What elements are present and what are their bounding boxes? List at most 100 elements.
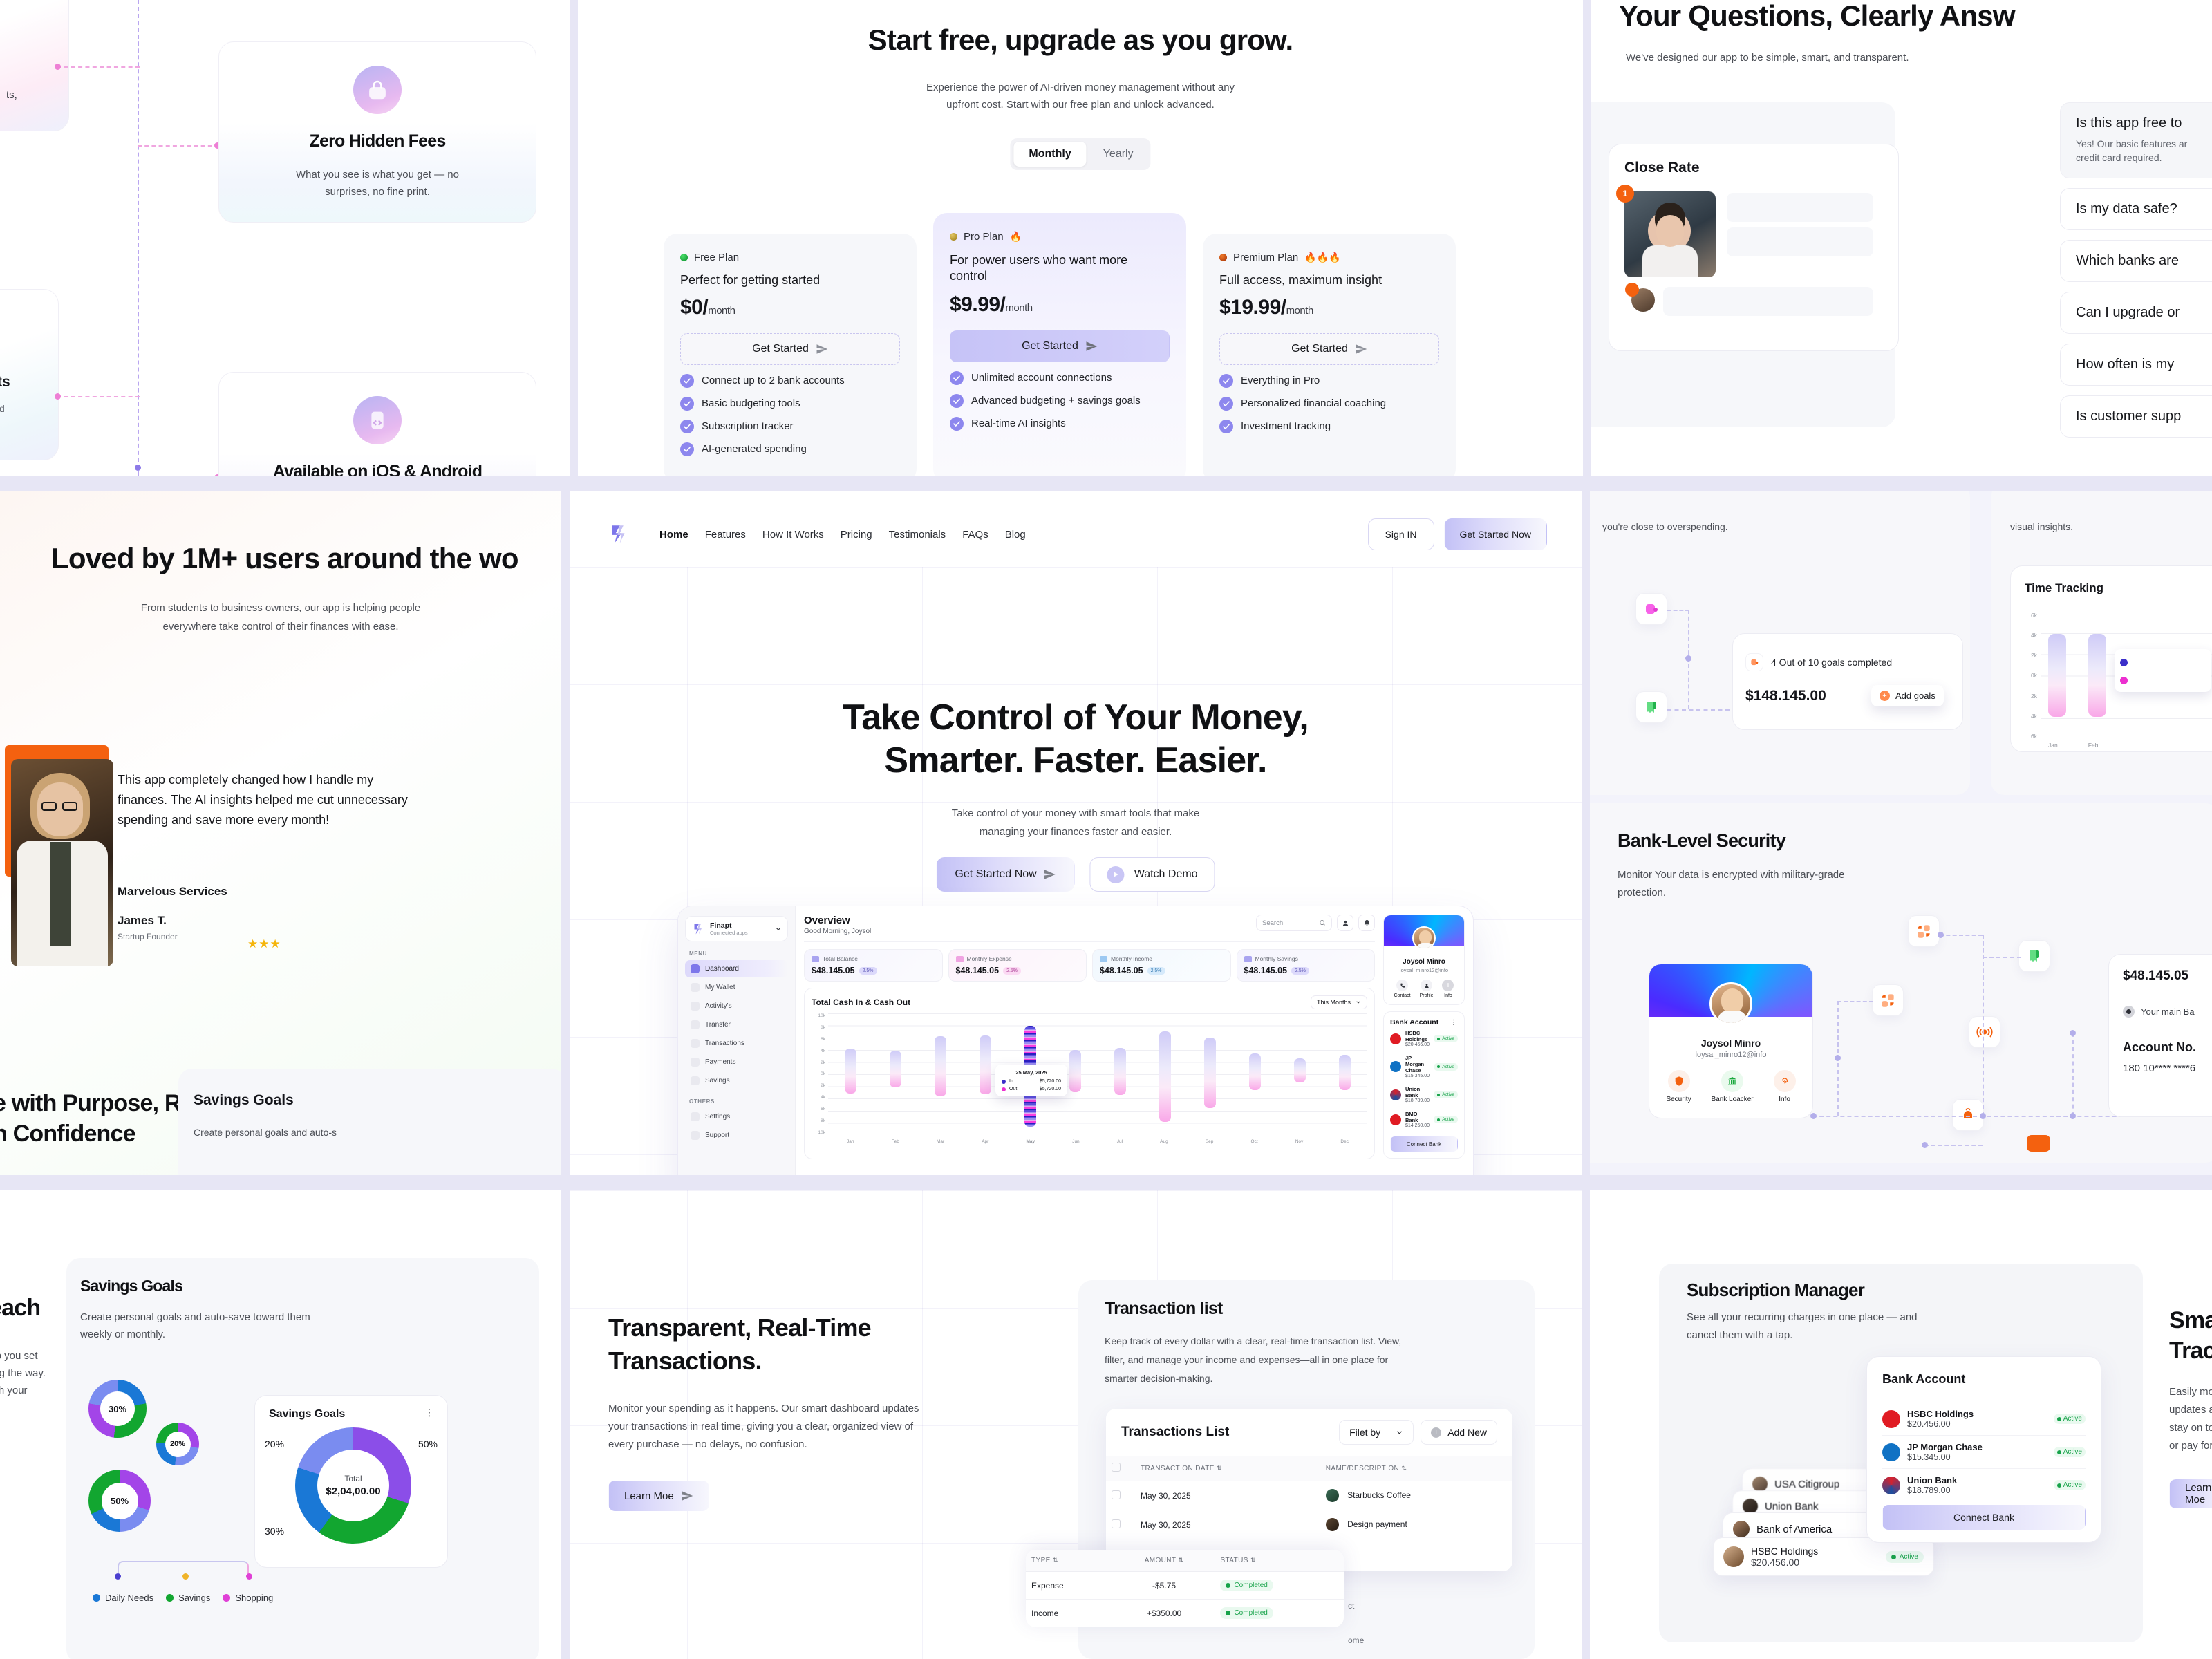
chart-title: Total Cash In & Cash Out bbox=[812, 997, 911, 1007]
security-action-info[interactable]: Info bbox=[1773, 1070, 1796, 1103]
plan-cta-free[interactable]: Get Started bbox=[680, 333, 900, 365]
nav-item-pricing[interactable]: Pricing bbox=[840, 528, 872, 541]
overlay-row[interactable]: Expense -$5.75 Completed bbox=[1026, 1571, 1344, 1600]
sidebar-item-support[interactable]: Support bbox=[685, 1127, 788, 1144]
bracket-dot bbox=[246, 1573, 252, 1580]
overlay-column-type[interactable]: TYPE ⇅ bbox=[1026, 1550, 1114, 1572]
connector-h bbox=[1667, 610, 1689, 611]
avatar bbox=[1743, 1499, 1758, 1514]
toggle-option-monthly[interactable]: Monthly bbox=[1013, 142, 1087, 167]
faq-item[interactable]: Is this app free to Yes! Our basic featu… bbox=[2060, 102, 2212, 178]
overlay-column-amount[interactable]: AMOUNT ⇅ bbox=[1113, 1550, 1215, 1572]
transactions-desc-l1: Monitor your spending as it happens. Our… bbox=[608, 1403, 919, 1414]
faq-item[interactable]: Is customer supp bbox=[2060, 395, 2212, 438]
transactions-learn-more-button[interactable]: Learn Moe bbox=[608, 1481, 709, 1511]
profile-action-profile[interactable]: Profile bbox=[1420, 980, 1433, 998]
bank-amount: $15.345.00 bbox=[1907, 1452, 1951, 1462]
donut-label-50: 50% bbox=[418, 1438, 438, 1450]
status-badge: Active bbox=[2053, 1414, 2086, 1424]
column-header-name[interactable]: NAME/DESCRIPTION ⇅ bbox=[1320, 1456, 1512, 1481]
security-action-bank-locker[interactable]: Bank Loacker bbox=[1711, 1070, 1754, 1103]
nav-cta-button[interactable]: Get Started Now bbox=[1443, 518, 1547, 550]
hero-cta-primary[interactable]: Get Started Now bbox=[936, 857, 1075, 892]
subscription-stack-item-active[interactable]: HSBC Holdings $20.456.00 Active bbox=[1713, 1537, 1934, 1576]
more-options-icon[interactable]: ⋮ bbox=[1450, 1018, 1458, 1027]
chart-range-select[interactable]: This Months bbox=[1310, 995, 1367, 1009]
add-goals-button[interactable]: + Add goals bbox=[1871, 685, 1944, 706]
status-badge: Active bbox=[1885, 1550, 1924, 1563]
more-options-icon[interactable]: ⋮ bbox=[424, 1407, 435, 1418]
payments-icon bbox=[691, 1058, 700, 1067]
chart-x-tick: Mar bbox=[936, 1139, 945, 1144]
connect-bank-button[interactable]: Connect Bank bbox=[1882, 1505, 2086, 1530]
table-row[interactable]: May 30, 2025 Design payment bbox=[1106, 1510, 1512, 1539]
notifications-button[interactable] bbox=[1358, 915, 1375, 931]
sidebar-item-my-wallet[interactable]: My Wallet bbox=[685, 979, 788, 996]
sidebar-item-activitys[interactable]: Activity's bbox=[685, 997, 788, 1015]
nav-item-testimonials[interactable]: Testimonials bbox=[888, 528, 946, 541]
sidebar-item-transactions[interactable]: Transactions bbox=[685, 1035, 788, 1052]
nav-item-how-it-works[interactable]: How It Works bbox=[762, 528, 824, 541]
hero-cta-secondary[interactable]: Watch Demo bbox=[1089, 857, 1215, 892]
connect-bank-button[interactable]: Connect Bank bbox=[1390, 1136, 1458, 1152]
workspace-switcher[interactable]: Finapt Connected apps bbox=[685, 916, 788, 941]
legend-dot-out bbox=[1002, 1087, 1006, 1091]
chart-bar-group bbox=[1204, 1013, 1216, 1135]
add-new-button[interactable]: + Add New bbox=[1421, 1420, 1497, 1445]
cell-clip: se bbox=[1320, 1539, 1512, 1571]
cell-type: Income bbox=[1026, 1599, 1114, 1627]
row-checkbox[interactable] bbox=[1112, 1490, 1121, 1499]
faq-item[interactable]: Can I upgrade or bbox=[2060, 291, 2212, 334]
avatar bbox=[1723, 1546, 1744, 1567]
nav-item-faqs[interactable]: FAQs bbox=[962, 528, 988, 541]
bank-logo-icon bbox=[1390, 1089, 1401, 1100]
column-header-date[interactable]: TRANSACTION DATE ⇅ bbox=[1135, 1456, 1320, 1481]
plan-status-dot bbox=[950, 233, 957, 241]
wallet-icon bbox=[812, 955, 819, 962]
sidebar-item-dashboard[interactable]: Dashboard bbox=[685, 960, 788, 977]
nav-item-blog[interactable]: Blog bbox=[1004, 528, 1026, 541]
merchant-avatar bbox=[1325, 1518, 1339, 1531]
chart-range-label: This Months bbox=[1316, 999, 1351, 1006]
add-goals-label: Add goals bbox=[1895, 691, 1936, 701]
subscription-desc-l1: See all your recurring charges in one pl… bbox=[1687, 1311, 1918, 1323]
table-row[interactable]: May 30, 2025 Starbucks Coffee bbox=[1106, 1481, 1512, 1510]
billing-toggle[interactable]: Monthly Yearly bbox=[1010, 138, 1151, 170]
overlay-column-status[interactable]: STATUS ⇅ bbox=[1215, 1550, 1344, 1572]
chart-bar-group bbox=[890, 1013, 901, 1135]
radio-icon[interactable] bbox=[2123, 1006, 2135, 1018]
transactions-icon bbox=[691, 1039, 700, 1048]
plan-cta-premium[interactable]: Get Started bbox=[1219, 333, 1439, 365]
plan-feature: Everything in Pro bbox=[1219, 374, 1439, 388]
pricing-sub-l1: Experience the power of AI-driven money … bbox=[926, 82, 1235, 93]
sidebar-item-savings[interactable]: Savings bbox=[685, 1072, 788, 1089]
profile-action-info[interactable]: i Info bbox=[1442, 980, 1454, 998]
sidebar-item-settings[interactable]: Settings bbox=[685, 1108, 788, 1125]
select-all-checkbox[interactable] bbox=[1112, 1463, 1121, 1472]
nav-item-home[interactable]: Home bbox=[659, 528, 688, 541]
overlay-row[interactable]: Income +$350.00 Completed bbox=[1026, 1599, 1344, 1627]
smarter-learn-more-button[interactable]: Learn Moe bbox=[2169, 1479, 2212, 1508]
account-icon-button[interactable] bbox=[1337, 915, 1353, 931]
security-action-security[interactable]: Security bbox=[1666, 1070, 1691, 1103]
sidebar-item-payments[interactable]: Payments bbox=[685, 1053, 788, 1071]
plan-cta-pro[interactable]: Get Started bbox=[950, 330, 1170, 362]
search-input[interactable]: Search bbox=[1256, 915, 1332, 931]
nav-item-features[interactable]: Features bbox=[704, 528, 746, 541]
filter-by-select[interactable]: Filet by bbox=[1339, 1420, 1414, 1445]
profile-action-contact[interactable]: Contact bbox=[1394, 980, 1411, 998]
stat-delta: 2.5% bbox=[1147, 966, 1165, 975]
row-checkbox[interactable] bbox=[1112, 1519, 1121, 1528]
toggle-option-yearly[interactable]: Yearly bbox=[1103, 148, 1134, 160]
faq-item[interactable]: How often is my bbox=[2060, 343, 2212, 386]
brand-logo-icon[interactable] bbox=[607, 523, 630, 546]
faq-item[interactable]: Which banks are bbox=[2060, 239, 2212, 282]
sidebar-item-transfer[interactable]: Transfer bbox=[685, 1016, 788, 1033]
chart-x-tick: Oct bbox=[1250, 1139, 1258, 1144]
check-icon bbox=[1219, 420, 1233, 433]
feature-card-ios-android: Available on iOS & Android Manage your f… bbox=[218, 372, 536, 476]
chart-tooltip: 25 May, 2025 In $5,720.00 Out $5,720.00 bbox=[995, 1065, 1067, 1096]
sign-in-button[interactable]: Sign IN bbox=[1367, 518, 1434, 550]
status-badge: Completed bbox=[1220, 1580, 1273, 1591]
faq-item[interactable]: Is my data safe? bbox=[2060, 187, 2212, 230]
